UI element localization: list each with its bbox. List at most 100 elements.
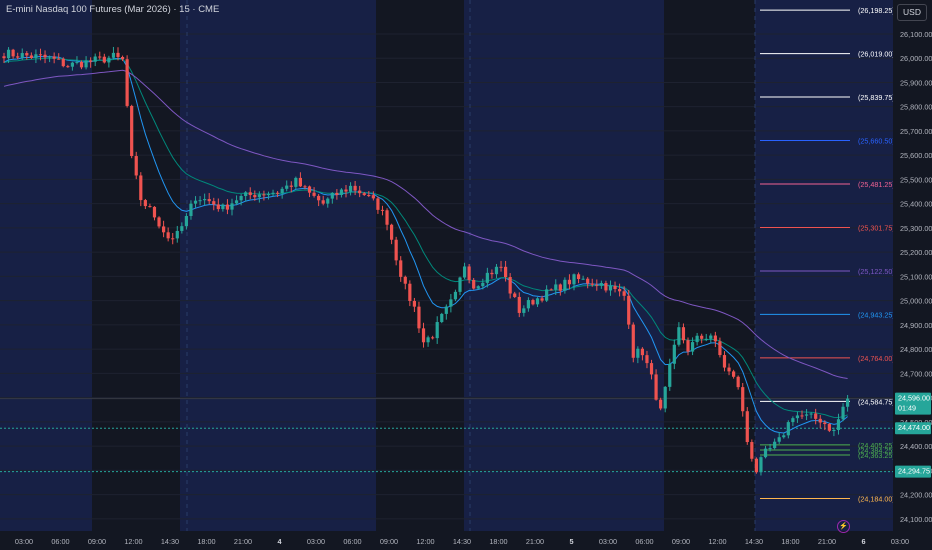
candle-body [540, 298, 544, 301]
candle [426, 335, 430, 347]
candle [645, 350, 649, 369]
candle-body [431, 337, 435, 339]
candle-body [11, 49, 15, 57]
candle [203, 193, 207, 206]
candle [89, 57, 93, 68]
candle-body [449, 299, 453, 307]
candle-body [38, 54, 43, 56]
candle-body [549, 289, 553, 291]
level-label: (25,301.75) - [858, 223, 900, 232]
candle [75, 56, 79, 65]
candle-body [276, 192, 280, 194]
candle-body [20, 53, 24, 58]
time-tick-label: 09:00 [380, 537, 398, 546]
candle [768, 443, 772, 452]
candle-body [467, 266, 471, 280]
candle-body [271, 192, 275, 194]
candle-body [294, 177, 298, 187]
candle-body [225, 204, 230, 210]
candle [61, 57, 65, 68]
candle-body [453, 291, 458, 300]
candle-body [175, 230, 179, 239]
price-axis-bg [893, 0, 932, 550]
candle-body [280, 188, 284, 194]
candle [668, 358, 672, 391]
candle [545, 285, 549, 303]
candle [102, 53, 106, 64]
candle-body [640, 348, 644, 356]
candle [289, 181, 293, 193]
candle-body [394, 239, 398, 261]
ema-line [3, 55, 848, 434]
candle [745, 407, 749, 445]
candle-body [595, 284, 599, 286]
candle-body [285, 185, 289, 189]
candle [763, 445, 768, 459]
last-price-tag-text: 01:49 [898, 404, 916, 413]
candle-body [567, 279, 572, 285]
candle [312, 187, 316, 198]
candle [403, 275, 407, 290]
candle-body [732, 371, 736, 377]
candle [458, 276, 462, 296]
candle-body [43, 54, 47, 58]
candle [517, 292, 521, 318]
candle-body [203, 199, 207, 201]
time-axis[interactable]: 03:00 06:00 09:00 12:00 14:30 18:00 21:00 4 03:0… [0, 531, 932, 550]
candle-body [107, 57, 111, 63]
candle [535, 297, 540, 307]
candle-body [572, 274, 576, 285]
candle-body [321, 200, 325, 204]
session-band [464, 0, 664, 531]
candle [595, 279, 599, 291]
candle [732, 369, 736, 379]
candle-body [16, 56, 20, 58]
candle-body [193, 200, 198, 204]
candle [663, 386, 667, 413]
candle [180, 222, 184, 234]
horizontal-grid [0, 33, 893, 520]
candle-body [198, 200, 202, 202]
candle [449, 293, 453, 313]
candle [695, 332, 699, 346]
candle [239, 194, 243, 206]
time-axis-bg [0, 531, 932, 550]
candle [613, 281, 617, 293]
time-tick-label: 09:00 [672, 537, 690, 546]
candle [294, 176, 298, 190]
candle-body [690, 342, 695, 352]
time-tick-label: 03:00 [307, 537, 325, 546]
time-tick-label: 18:00 [197, 537, 215, 546]
candle [718, 337, 722, 358]
candle [48, 55, 52, 63]
candle [581, 275, 585, 280]
candle-body [791, 418, 795, 423]
time-tick-label: 14:30 [745, 537, 763, 546]
candle [385, 208, 389, 231]
session-dividers [186, 0, 756, 531]
candle [586, 277, 590, 289]
candle [166, 227, 170, 242]
candle-body [727, 367, 731, 372]
currency-button[interactable]: USD [897, 4, 927, 21]
candle [467, 264, 471, 284]
candle [125, 55, 129, 108]
candle-body [2, 56, 6, 59]
candle-body [768, 448, 772, 450]
candle-body [303, 186, 307, 188]
candle-body [390, 224, 394, 240]
candle-body [782, 435, 786, 438]
candle-body [608, 285, 613, 291]
time-tick-label: 14:30 [453, 537, 471, 546]
time-tick-label: 18:00 [489, 537, 507, 546]
candle-body [659, 399, 663, 409]
candle-body [672, 344, 676, 364]
candle-body [426, 337, 430, 343]
candle-body [804, 414, 809, 416]
candle-body [535, 298, 540, 305]
candle-body [61, 58, 65, 67]
candle [25, 51, 29, 60]
lightning-icon[interactable]: ⚡ [837, 520, 850, 533]
candle-body [663, 386, 667, 409]
